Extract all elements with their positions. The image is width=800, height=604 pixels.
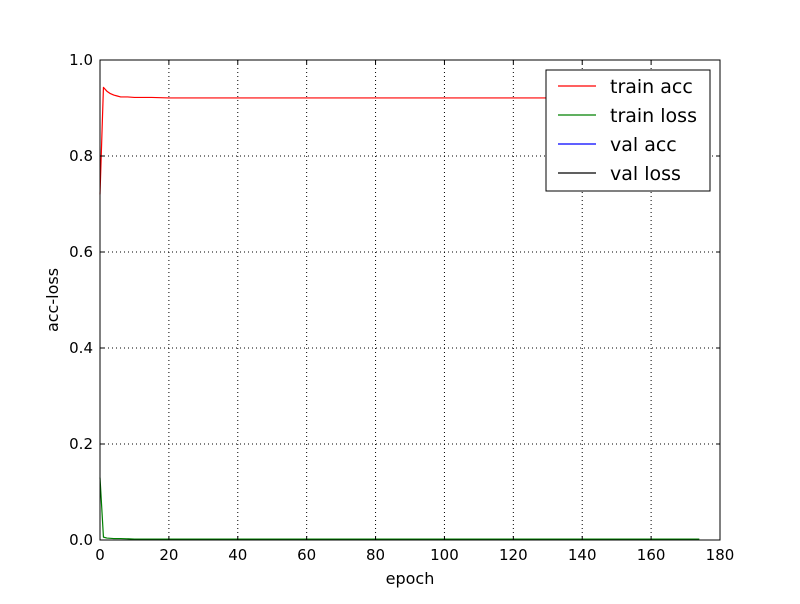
series-line-train-loss xyxy=(99,477,700,540)
legend-label: val loss xyxy=(610,163,681,185)
y-tick-label: 0.6 xyxy=(69,243,93,261)
plot-frame xyxy=(99,59,721,541)
y-tick-label: 0.8 xyxy=(69,147,93,165)
y-tick-label: 0.0 xyxy=(69,531,93,549)
x-tick-label: 20 xyxy=(159,546,178,564)
x-tick-label: 180 xyxy=(706,546,735,564)
legend-label: val acc xyxy=(610,134,677,156)
x-tick-label: 0 xyxy=(95,546,105,564)
x-tick-label: 40 xyxy=(228,546,247,564)
legend-label: train acc xyxy=(610,76,693,98)
y-axis-label: acc-loss xyxy=(43,268,62,332)
x-tick-label: 160 xyxy=(637,546,666,564)
legend: train acc train loss val acc val loss xyxy=(545,69,711,192)
x-tick-label: 80 xyxy=(366,546,385,564)
legend-box xyxy=(545,69,711,192)
y-tick-label: 1.0 xyxy=(69,51,93,69)
y-tick-label: 0.2 xyxy=(69,435,93,453)
series-line-train-acc xyxy=(99,86,700,195)
x-axis-label: epoch xyxy=(386,569,435,588)
legend-label: train loss xyxy=(610,105,697,127)
y-tick-label: 0.4 xyxy=(69,339,93,357)
axis-ticks: 0 20 40 60 80 100 120 140 160 180 0.0 0.2 0.4 0.6 0.8 1… xyxy=(69,51,734,564)
x-tick-label: 100 xyxy=(430,546,459,564)
x-tick-label: 60 xyxy=(297,546,316,564)
x-tick-label: 140 xyxy=(568,546,597,564)
x-tick-label: 120 xyxy=(499,546,528,564)
